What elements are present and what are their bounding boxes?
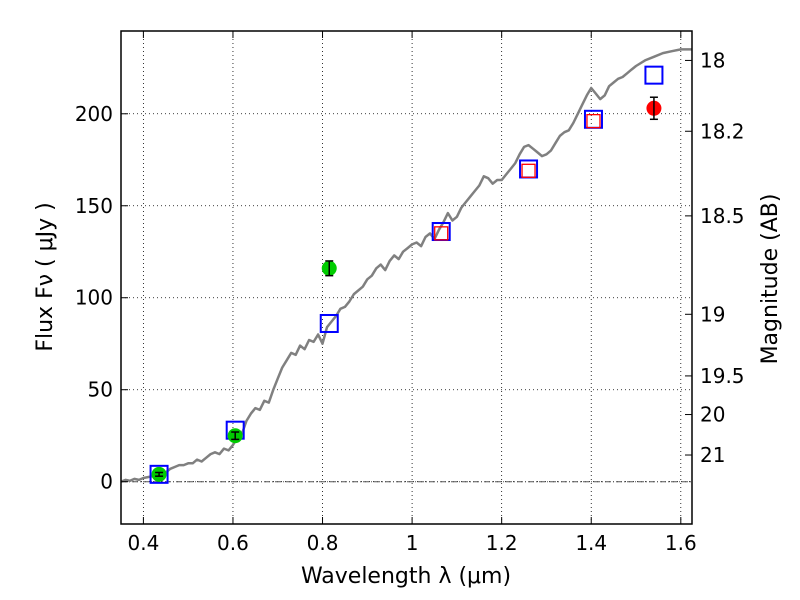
y-tick-label: 100 (75, 286, 113, 310)
x-tick-label: 1.2 (486, 531, 518, 555)
x-tick-label: 1.4 (575, 531, 607, 555)
y2-tick-label: 19 (700, 302, 725, 326)
x-axis-label: Wavelength λ (μm) (301, 564, 511, 589)
y-axis-label: Flux Fν ( μJy ) (33, 202, 58, 351)
red-model-square (434, 226, 449, 241)
y-tick-label: 200 (75, 102, 113, 126)
y2-tick-label: 21 (700, 443, 725, 467)
x-tick-label: 1 (406, 531, 419, 555)
y2-tick-label: 18.5 (700, 204, 745, 228)
axis-ticks (121, 31, 692, 524)
plot-background (121, 31, 692, 524)
red-model-square (586, 113, 601, 129)
model-spectrum-line (120, 48, 692, 483)
x-tick-label: 0.4 (127, 531, 159, 555)
series-layer (120, 48, 692, 484)
y-tick-label: 0 (100, 470, 113, 494)
y2-tick-label: 20 (700, 403, 725, 427)
model-photometry-square (644, 65, 664, 85)
y2-tick-label: 19.5 (700, 364, 745, 388)
x-tick-label: 1.6 (665, 531, 697, 555)
y-tick-label: 50 (88, 378, 113, 402)
x-tick-label: 0.6 (217, 531, 249, 555)
tick-labels: 0.4 0.6 0.8 1 1.2 1.4 1.6 0 50 100 150 200 18 18.2 18.… (75, 48, 745, 555)
red-model-square (521, 163, 536, 178)
model-photometry-square (149, 464, 169, 484)
x-tick-label: 0.8 (307, 531, 339, 555)
y2-axis-label: Magnitude (AB) (758, 194, 783, 365)
model-photometry-square (319, 313, 339, 333)
y2-tick-label: 18 (700, 48, 725, 72)
y2-tick-label: 18.2 (700, 119, 745, 143)
y-tick-label: 150 (75, 194, 113, 218)
plot-frame (120, 30, 693, 525)
